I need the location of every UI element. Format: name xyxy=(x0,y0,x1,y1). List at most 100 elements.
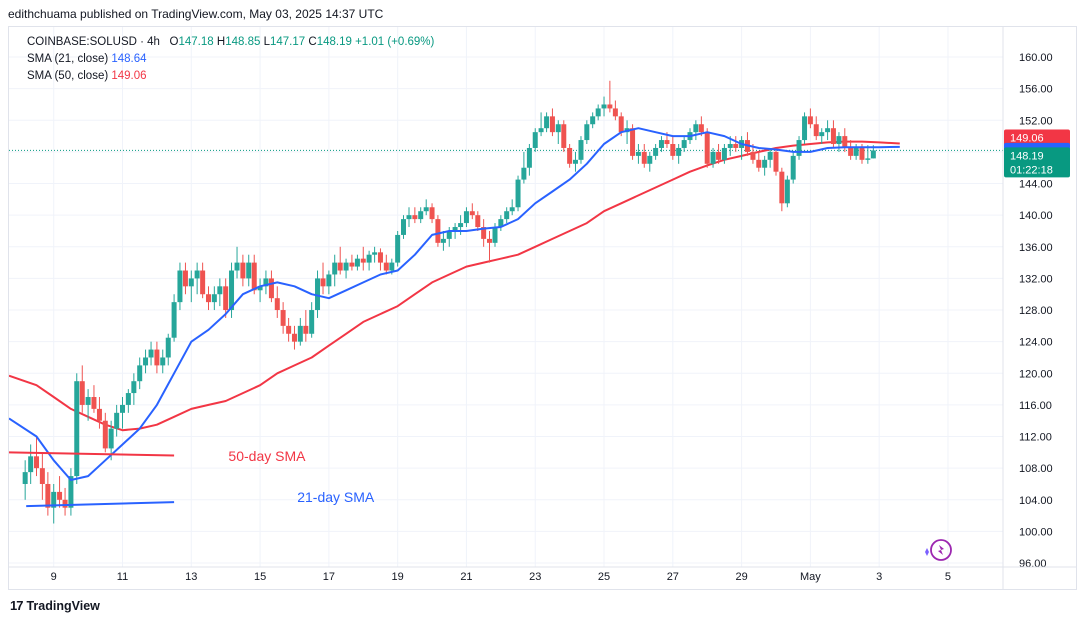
candle-body xyxy=(74,381,80,477)
candle xyxy=(354,254,360,271)
candle xyxy=(733,136,739,152)
x-tick-label: 15 xyxy=(254,571,266,583)
candle-body xyxy=(154,349,160,366)
candle-body xyxy=(859,147,865,160)
sma50-layer xyxy=(9,140,900,432)
legend-symbol[interactable]: COINBASE:SOLUSD · 4h xyxy=(27,36,160,48)
candle xyxy=(401,215,407,239)
candle xyxy=(658,136,664,152)
candle xyxy=(51,483,57,524)
candle-body xyxy=(131,381,137,394)
axes: 160.00156.00152.00148.00144.00140.00136.… xyxy=(9,27,1076,589)
candle-body xyxy=(383,262,389,271)
candle xyxy=(532,128,538,152)
candle-body xyxy=(148,349,154,358)
candle xyxy=(257,278,263,303)
candle xyxy=(274,286,280,318)
sparkle-icon[interactable] xyxy=(925,539,952,561)
x-tick-label: 5 xyxy=(945,571,951,583)
candle xyxy=(177,262,183,311)
legend-sma21[interactable]: SMA (21, close) 148.64 xyxy=(27,53,147,65)
candle xyxy=(240,254,246,287)
candle-body xyxy=(39,468,45,484)
candle-body xyxy=(234,262,240,271)
legend-sma21-value: 148.64 xyxy=(111,53,147,65)
y-tick-label: 136.00 xyxy=(1019,242,1053,254)
candle xyxy=(790,151,796,184)
price-badge-bg xyxy=(1004,147,1070,178)
candle-body xyxy=(22,472,28,484)
candle-body xyxy=(143,357,149,366)
legend-sma50-label: SMA (50, close) xyxy=(27,70,109,82)
candle xyxy=(773,147,779,176)
candle-body xyxy=(57,491,63,500)
candle-body xyxy=(486,238,492,243)
candle-body xyxy=(354,258,360,267)
candle xyxy=(188,270,194,303)
candle-body xyxy=(653,147,659,156)
annotations: 50-day SMA 21-day SMA xyxy=(9,448,375,508)
candle xyxy=(326,270,332,295)
candle xyxy=(481,219,487,247)
y-tick-label: 104.00 xyxy=(1019,495,1053,507)
candle-body xyxy=(492,227,498,243)
y-tick-label: 116.00 xyxy=(1019,400,1052,412)
candle-body xyxy=(721,147,727,160)
candle-body xyxy=(756,159,762,168)
candle-body xyxy=(51,491,57,508)
candle-body xyxy=(704,132,710,164)
candle-body xyxy=(693,124,699,133)
candle xyxy=(246,254,252,287)
candle xyxy=(137,357,143,390)
x-tick-label: 3 xyxy=(876,571,882,583)
candle xyxy=(366,250,372,271)
candle xyxy=(807,108,813,129)
candle-body xyxy=(79,381,85,405)
candle xyxy=(280,302,286,334)
candle xyxy=(303,310,309,342)
candle-body xyxy=(280,310,286,326)
candle-body xyxy=(698,124,704,133)
candle xyxy=(194,262,200,295)
candle xyxy=(572,151,578,172)
candle xyxy=(446,227,452,247)
candle xyxy=(784,175,790,208)
candle-body xyxy=(521,167,527,180)
candle-body xyxy=(200,270,206,295)
chart-frame[interactable]: 50-day SMA 21-day SMA 160.00 156.00 152.00 1… xyxy=(8,26,1077,590)
candle-body xyxy=(452,227,458,231)
candle-body xyxy=(62,499,68,508)
candle-body xyxy=(865,158,871,160)
candle-body xyxy=(790,155,796,180)
candle xyxy=(217,278,223,307)
price-badge-countdown: 01:22:18 xyxy=(1010,164,1053,176)
candle xyxy=(291,325,297,350)
candle-body xyxy=(423,207,429,212)
candle-body xyxy=(45,483,51,508)
candle-body xyxy=(595,108,601,117)
candle-body xyxy=(171,302,177,338)
legend-sma21-label: SMA (21, close) xyxy=(27,53,109,65)
candle-body xyxy=(429,207,435,220)
candle xyxy=(263,270,269,295)
candle xyxy=(670,136,676,160)
candle-body xyxy=(635,151,641,156)
candle-body xyxy=(555,124,561,133)
y-tick-label: 128.00 xyxy=(1019,305,1053,317)
candle xyxy=(526,144,532,176)
candle-body xyxy=(194,270,200,279)
candle-body xyxy=(251,262,257,291)
candle-body xyxy=(412,215,418,220)
sparkle-bolt xyxy=(938,545,944,555)
candle xyxy=(91,385,97,413)
candle-body xyxy=(349,262,355,267)
tradingview-logo[interactable]: 17 TradingView xyxy=(10,598,100,613)
candle-body xyxy=(647,155,653,164)
y-tick-label: 100.00 xyxy=(1019,526,1053,538)
candle-body xyxy=(165,337,171,358)
candle xyxy=(251,254,257,295)
x-tick-label: 19 xyxy=(392,571,404,583)
legend-sma50[interactable]: SMA (50, close) 149.06 xyxy=(27,70,147,82)
candle xyxy=(590,112,596,129)
